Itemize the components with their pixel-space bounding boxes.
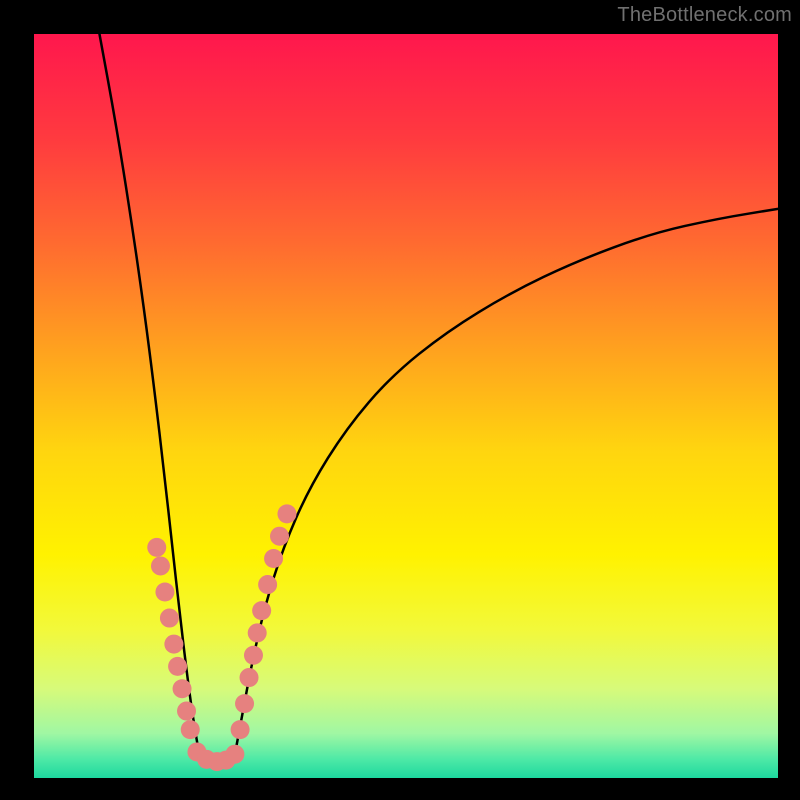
scatter-dot xyxy=(277,504,296,523)
scatter-dot xyxy=(173,679,192,698)
gradient-background xyxy=(34,34,778,778)
scatter-dot xyxy=(264,549,283,568)
scatter-dot xyxy=(270,527,289,546)
scatter-dot xyxy=(160,609,179,628)
scatter-dot xyxy=(177,702,196,721)
watermark-text: TheBottleneck.com xyxy=(617,4,792,27)
scatter-dot xyxy=(225,745,244,764)
scatter-dot xyxy=(252,601,271,620)
scatter-dot xyxy=(244,646,263,665)
scatter-dot xyxy=(258,575,277,594)
scatter-dot xyxy=(151,556,170,575)
scatter-dot xyxy=(164,635,183,654)
scatter-dot xyxy=(235,694,254,713)
scatter-dot xyxy=(147,538,166,557)
scatter-dot xyxy=(181,720,200,739)
scatter-dot xyxy=(248,623,267,642)
scatter-dot xyxy=(168,657,187,676)
scatter-dot xyxy=(231,720,250,739)
bottleneck-curve-chart xyxy=(34,34,778,778)
scatter-dot xyxy=(155,583,174,602)
scatter-dot xyxy=(240,668,259,687)
